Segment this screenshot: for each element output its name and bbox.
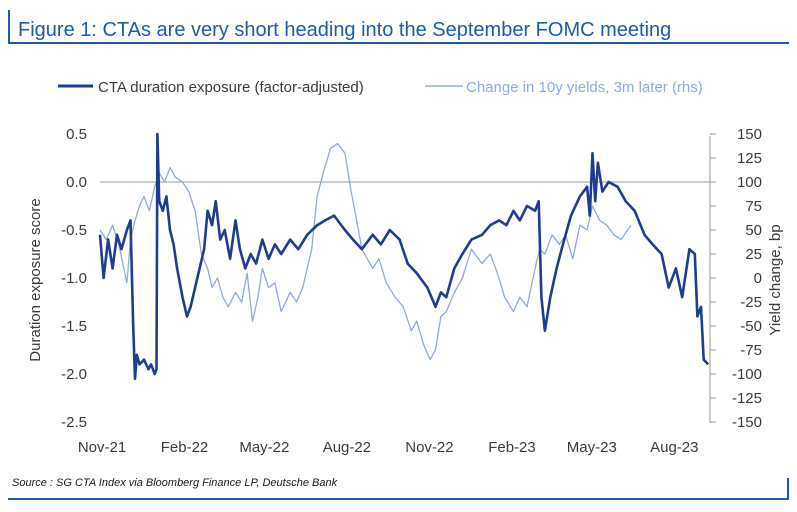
right-tick-label: 75 — [745, 198, 762, 215]
source-note: Source : SG CTA Index via Bloomberg Fina… — [12, 477, 338, 489]
chart-title: Figure 1: CTAs are very short heading in… — [18, 19, 672, 41]
legend: CTA duration exposure (factor-adjusted) … — [58, 79, 703, 96]
title-frame: Figure 1: CTAs are very short heading in… — [8, 10, 789, 44]
x-tick-label: May-22 — [239, 439, 289, 456]
bottom-rule-end — [787, 478, 789, 500]
right-tick-label: 100 — [737, 174, 762, 191]
right-tick-label: -150 — [732, 414, 762, 431]
series-line-cta-duration — [98, 132, 710, 381]
left-tick-label: 0.0 — [66, 174, 87, 191]
series-layer — [98, 132, 710, 381]
x-axis: Nov-21 Feb-22 May-22 Aug-22 Nov-22 Feb-23 May-… — [78, 439, 699, 456]
series-line-10y-yield-change — [99, 142, 632, 361]
legend-label-cta: CTA duration exposure (factor-adjusted) — [98, 79, 364, 96]
legend-label-yields: Change in 10y yields, 3m later (rhs) — [466, 79, 703, 96]
right-tick-label: -25 — [740, 294, 762, 311]
x-tick-label: Feb-23 — [488, 439, 536, 456]
x-tick-label: Feb-22 — [161, 439, 209, 456]
right-tick-label: 125 — [737, 150, 762, 167]
x-tick-label: Nov-21 — [78, 439, 126, 456]
left-tick-label: -2.0 — [61, 366, 87, 383]
left-tick-label: -1.0 — [61, 270, 87, 287]
x-tick-label: Nov-22 — [405, 439, 453, 456]
left-tick-label: 0.5 — [66, 126, 87, 143]
right-tick-label: 25 — [745, 246, 762, 263]
right-tick-label: -100 — [732, 366, 762, 383]
right-tick-label: -75 — [740, 342, 762, 359]
x-tick-label: May-23 — [567, 439, 617, 456]
x-tick-label: Aug-23 — [650, 439, 698, 456]
bottom-rule — [8, 498, 789, 500]
left-tick-label: -1.5 — [61, 318, 87, 335]
right-tick-label: -125 — [732, 390, 762, 407]
right-tick-label: 0 — [754, 270, 762, 287]
left-axis: 0.5 0.0 -0.5 -1.0 -1.5 -2.0 -2.5 — [61, 126, 87, 431]
x-tick-label: Aug-22 — [323, 439, 371, 456]
right-tick-label: 50 — [745, 222, 762, 239]
right-tick-label: 150 — [737, 126, 762, 143]
left-axis-label: Duration exposure score — [27, 198, 44, 361]
left-tick-label: -2.5 — [61, 414, 87, 431]
left-tick-label: -0.5 — [61, 222, 87, 239]
right-axis: 150 125 100 75 50 25 0 -25 -50 -75 -100 -125 -150 — [710, 126, 762, 431]
right-axis-label: Yield change, bp — [767, 224, 784, 335]
right-tick-label: -50 — [740, 318, 762, 335]
